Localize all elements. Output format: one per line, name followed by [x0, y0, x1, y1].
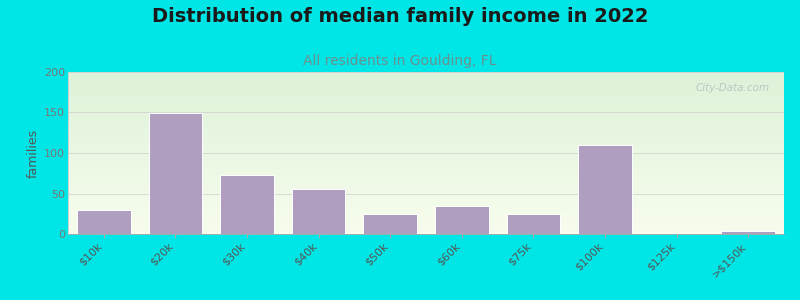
Bar	[578, 145, 632, 234]
Text: All residents in Goulding, FL: All residents in Goulding, FL	[303, 54, 497, 68]
Bar	[292, 190, 346, 234]
Bar	[363, 214, 417, 234]
Y-axis label: families: families	[27, 128, 40, 178]
Bar	[220, 175, 274, 234]
Bar	[435, 206, 489, 234]
Bar	[77, 210, 130, 234]
Bar	[722, 231, 775, 234]
Text: Distribution of median family income in 2022: Distribution of median family income in …	[152, 8, 648, 26]
Bar	[149, 113, 202, 234]
Bar	[506, 214, 560, 234]
Text: City-Data.com: City-Data.com	[695, 83, 770, 93]
